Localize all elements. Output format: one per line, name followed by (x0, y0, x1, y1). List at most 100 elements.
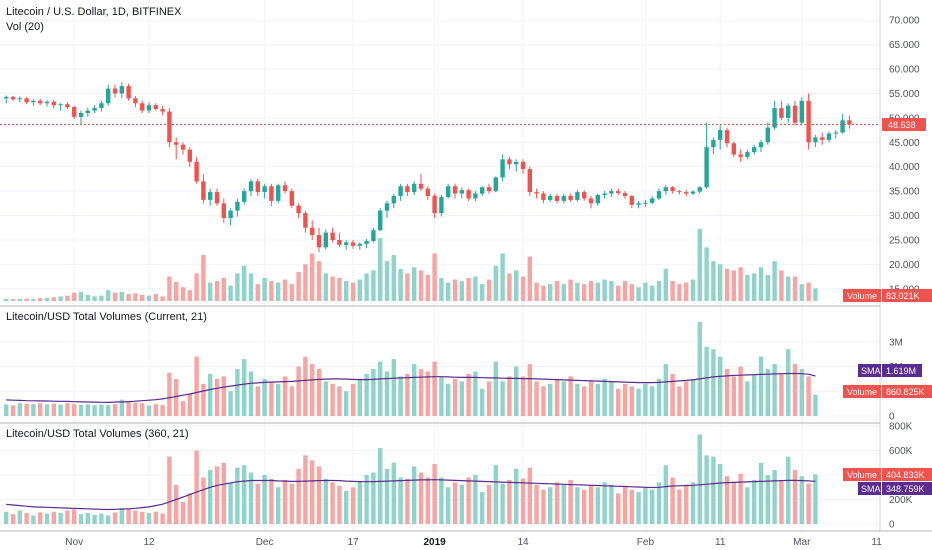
price-tick-label: 25.000 (889, 235, 920, 246)
candle-body (609, 191, 614, 194)
volume-bar (357, 279, 362, 301)
volume-bar (119, 291, 124, 301)
candle-body (405, 186, 410, 193)
candle-body (534, 192, 539, 194)
panel-volume-bar (548, 383, 553, 416)
panel-volume-bar (357, 481, 362, 524)
volume-indicator-label: Vol (20) (6, 21, 44, 33)
panel-volume-bar (602, 378, 607, 416)
panel-volume-bar (738, 366, 743, 416)
panel-volume-bar (160, 513, 165, 524)
candle-body (99, 103, 104, 109)
volume-bar (153, 294, 158, 301)
panel-volume-bar (486, 381, 492, 416)
panel-volume-bar (480, 492, 485, 524)
candle-body (85, 110, 90, 113)
candle-body (840, 120, 845, 133)
candle-body (303, 213, 308, 228)
volume-bar (575, 282, 580, 301)
panel-volume-bar (282, 479, 288, 524)
volume-bar (208, 282, 213, 301)
panel-volume-bar (126, 401, 131, 416)
volume-bar (684, 282, 689, 301)
volume-bar (500, 253, 505, 301)
volume-bar (718, 264, 723, 301)
panel-volume-bar (534, 381, 539, 416)
panel-volume-bar (180, 401, 186, 416)
candle-body (174, 142, 179, 145)
panel-volume-bar (636, 492, 641, 524)
panel-volume-bar (72, 404, 77, 416)
panel-volume-bar (310, 364, 315, 416)
panel-volume-bar (527, 364, 532, 416)
candle-body (262, 186, 267, 193)
panel-volume-bar (582, 489, 587, 524)
candle-body (602, 193, 607, 196)
price-tick-label: 70.000 (889, 16, 920, 27)
candle-body (670, 187, 675, 192)
panel-volume-bar (242, 359, 247, 416)
panel-volume-bar (58, 404, 63, 416)
panel-volume-bar (813, 474, 818, 524)
panel-volume-bar (133, 510, 138, 524)
panel-volume-bar (44, 404, 50, 416)
panel-volume-bar (112, 404, 118, 416)
volume-bar (330, 276, 335, 301)
last-price-tag-text: 48.638 (888, 120, 916, 130)
panel2-volume-tag-value-bg (882, 385, 932, 398)
panel-volume-bar (677, 489, 682, 524)
candle-body (643, 202, 648, 204)
panel-volume-bar (690, 378, 696, 416)
panel-volume-bar (214, 378, 220, 416)
time-tick-label: Mar (793, 537, 811, 548)
panel-volume-bar (92, 405, 97, 416)
panel-volume-bar (480, 388, 485, 416)
panel-volume-bar (656, 482, 662, 524)
candle-body (799, 100, 804, 123)
panel-volume-bar (718, 463, 723, 524)
panel-volume-bar (330, 482, 335, 524)
panel-volume-bar (493, 465, 498, 524)
panel-volume-bar (704, 455, 709, 524)
panel-volume-bar (779, 373, 784, 416)
panel-volume-bar (425, 477, 430, 524)
panel-volume-bar (384, 371, 390, 416)
volume-bar (242, 265, 247, 301)
panel-volume-bar (595, 487, 600, 524)
panel-volume-bar (85, 512, 90, 524)
candle-body (568, 196, 573, 200)
volume-bar (752, 273, 757, 301)
panel-volume-bar (391, 359, 396, 416)
candle-body (792, 105, 798, 123)
panel-volume-bar (391, 462, 396, 524)
panel-volume-bar (473, 475, 478, 524)
volume-bar (51, 297, 56, 301)
volume-bar (480, 284, 485, 301)
panel-volume-bar (228, 391, 233, 416)
panel-volume-bar (214, 466, 220, 524)
panel-volume-bar (255, 483, 260, 524)
volume-bar (391, 255, 396, 301)
candle-body (622, 193, 628, 197)
candle-body (527, 169, 532, 193)
time-tick-label: Feb (637, 537, 655, 548)
candle-body (44, 101, 50, 104)
candle-body (541, 193, 546, 200)
panel-volume-bar (806, 483, 811, 524)
volume-bar (99, 295, 104, 301)
candle-body (214, 192, 220, 204)
panel-volume-bar (269, 478, 274, 524)
panel-volume-bar (350, 383, 356, 416)
candle-body (378, 210, 383, 231)
last-price-tag-bg (882, 118, 926, 132)
panel-volume-bar (248, 472, 254, 524)
candle-body (160, 109, 165, 112)
price-volume-tag-value-bg (882, 289, 932, 302)
volume-bar (548, 284, 553, 301)
candle-body (786, 105, 791, 118)
panel-volume-bar (684, 381, 689, 416)
panel-volume-bar (690, 482, 696, 524)
panel-volume-bar (65, 403, 70, 416)
panel-volume-bar (745, 487, 750, 524)
candle-body (24, 98, 29, 103)
